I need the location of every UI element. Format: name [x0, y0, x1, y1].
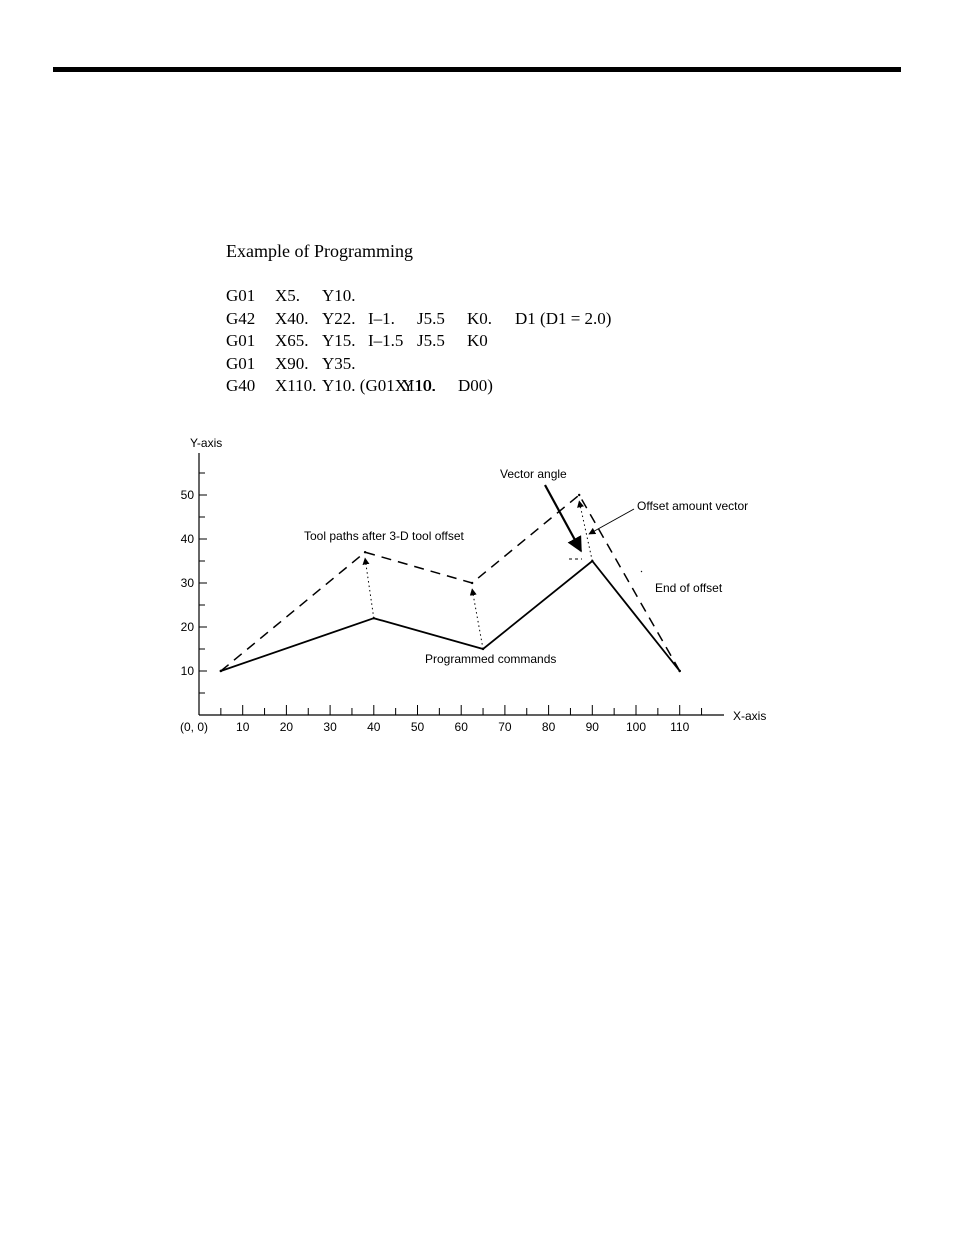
x-axis-title: X-axis: [733, 709, 766, 723]
x-tick-label: 60: [455, 720, 469, 734]
program-code: Y10.: [322, 286, 356, 305]
offset-vector: [469, 588, 484, 650]
offset-path-point: [577, 493, 581, 497]
section-title: Example of Programming: [226, 241, 413, 261]
offset-vectors: [362, 500, 593, 650]
top-rule: [53, 67, 901, 72]
x-tick-labels: 10 20 30 40 50 60 70 80 90 100 110: [236, 720, 690, 734]
program-code: G42: [226, 308, 256, 328]
offset-path-point: [219, 669, 223, 673]
y-tick-label: 30: [181, 576, 195, 590]
program-code: K0.: [467, 308, 493, 328]
label-offset-amount-vector: Offset amount vector: [637, 499, 748, 513]
x-tick-label: 20: [280, 720, 294, 734]
program-code: K0: [467, 331, 488, 350]
y-tick-label: 10: [181, 664, 195, 678]
program-code: X90.: [275, 353, 309, 373]
program-code: X5.: [275, 286, 301, 305]
program-code: I–1.: [368, 308, 395, 328]
x-axis-ticks: [220, 705, 703, 715]
program-code: X40.: [275, 308, 309, 328]
y-tick-label: 40: [181, 532, 195, 546]
x-tick-label: 70: [498, 720, 512, 734]
x-tick-label: 90: [586, 720, 600, 734]
y-tick-labels: 10 20 30 40 50: [181, 488, 195, 678]
offset-vector: [577, 500, 593, 562]
origin-label: (0, 0): [180, 720, 208, 734]
program-code: Y10. (G01X110.: [322, 376, 437, 395]
program-code: Y35.: [322, 353, 356, 373]
end-of-offset-mark: [640, 570, 643, 573]
y-tick-label: 50: [181, 488, 195, 502]
program-code: J5.5: [417, 331, 445, 350]
offset-vector: [362, 557, 375, 619]
programmed-path-point: [372, 617, 375, 620]
program-code: G01: [226, 286, 256, 305]
x-tick-label: 50: [411, 720, 425, 734]
vector-angle-arrow: [544, 484, 582, 553]
offset-amount-leader: [588, 508, 635, 535]
x-tick-label: 40: [367, 720, 381, 734]
program-code: I–1.5: [368, 331, 404, 350]
x-tick-label: 10: [236, 720, 250, 734]
program-code: G40: [226, 376, 256, 395]
label-tool-paths: Tool paths after 3-D tool offset: [304, 529, 465, 543]
program-code: Y22.: [322, 308, 356, 328]
x-tick-label: 110: [670, 720, 689, 734]
label-end-of-offset: End of offset: [655, 581, 723, 595]
series-layer: [219, 493, 681, 673]
program-code: G01: [226, 331, 256, 350]
program-code: G01: [226, 353, 256, 373]
program-code: X110.: [275, 376, 317, 395]
y-axis-title: Y-axis: [190, 436, 222, 450]
programmed-path-point: [481, 647, 485, 651]
y-tick-label: 20: [181, 620, 195, 634]
program-code: X65.: [275, 331, 309, 350]
x-tick-label: 30: [323, 720, 337, 734]
program-code: J5.5: [417, 308, 445, 328]
label-programmed-commands: Programmed commands: [425, 652, 556, 666]
offset-path-point: [363, 551, 367, 554]
x-tick-label: 80: [542, 720, 556, 734]
program-code: Y15.: [322, 331, 356, 350]
offset-path-point: [678, 669, 681, 673]
offset-path-point: [470, 581, 474, 585]
program-code: D1 (D1 = 2.0): [515, 308, 612, 328]
program-code: D00): [458, 376, 493, 395]
program-code: Y10.: [402, 376, 436, 395]
label-vector-angle: Vector angle: [500, 467, 567, 481]
programmed-path-point: [591, 559, 594, 563]
y-axis-ticks: [199, 472, 207, 694]
x-tick-label: 100: [626, 720, 646, 734]
